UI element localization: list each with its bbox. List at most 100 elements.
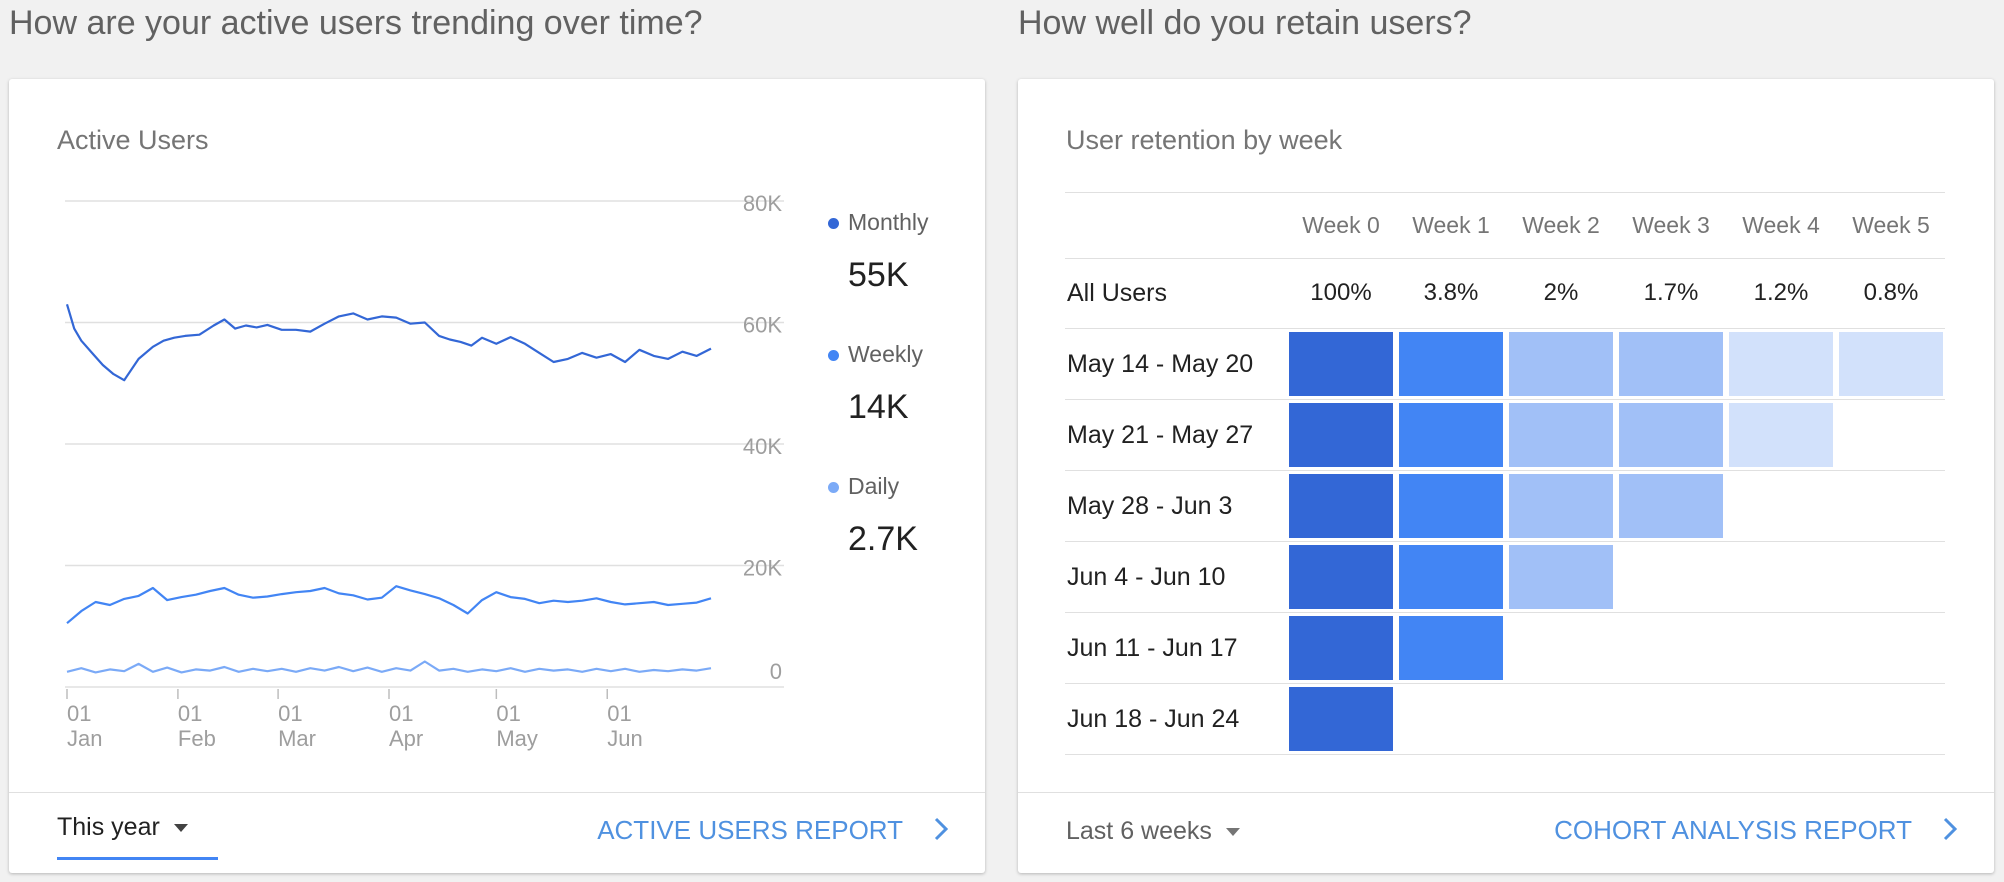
week-column-header: Week 0 bbox=[1302, 212, 1380, 238]
retention-cell-strong[interactable] bbox=[1289, 616, 1393, 680]
retention-cell-mid[interactable] bbox=[1509, 403, 1613, 467]
cohort-label: May 21 - May 27 bbox=[1067, 421, 1254, 449]
cohort-label: Jun 4 - Jun 10 bbox=[1067, 563, 1226, 591]
retention-percent: 3.8% bbox=[1423, 279, 1479, 306]
legend-dot-icon bbox=[828, 350, 839, 362]
active-users-card: Active Users 80K 60K 40K 20K 0 01 Jan 01 Feb 01 M… bbox=[9, 79, 985, 873]
retention-cell-mid[interactable] bbox=[1509, 545, 1613, 609]
retention-cell-high[interactable] bbox=[1399, 474, 1503, 538]
retention-range-dropdown[interactable]: Last 6 weeks bbox=[1066, 817, 1240, 861]
retention-cell-strong[interactable] bbox=[1289, 687, 1393, 751]
x-axis-tick-month: Feb bbox=[178, 726, 216, 751]
y-axis-tick-label: 0 bbox=[770, 659, 782, 684]
cohort-row: May 28 - Jun 3 bbox=[1065, 471, 1945, 542]
all-users-row: All Users 100% 3.8% 2% 1.7% 1.2% 0.8% bbox=[1065, 259, 1945, 329]
series-line-weekly bbox=[66, 585, 712, 625]
retention-cell-mid[interactable] bbox=[1619, 474, 1723, 538]
week-column-header: Week 2 bbox=[1522, 212, 1600, 238]
week-column-header: Week 4 bbox=[1742, 212, 1820, 238]
legend-value: 2.7K bbox=[848, 520, 918, 558]
week-column-header: Week 3 bbox=[1632, 212, 1710, 238]
date-range-label: This year bbox=[57, 813, 160, 841]
retention-cell-low[interactable] bbox=[1729, 403, 1833, 467]
retention-percent: 2% bbox=[1543, 279, 1579, 306]
all-users-label: All Users bbox=[1067, 279, 1168, 307]
series-line-daily bbox=[66, 660, 712, 674]
retention-cell-mid[interactable] bbox=[1509, 474, 1613, 538]
x-axis-tick-day: 01 bbox=[496, 701, 520, 726]
y-axis-tick-label: 40K bbox=[743, 434, 782, 459]
x-axis-tick-day: 01 bbox=[607, 701, 631, 726]
legend-dot-icon bbox=[828, 218, 839, 230]
retention-cell-high[interactable] bbox=[1399, 403, 1503, 467]
cohort-row: Jun 18 - Jun 24 bbox=[1065, 684, 1945, 755]
x-axis-tick-month: Mar bbox=[278, 726, 316, 751]
legend-item-monthly: Monthly 55K bbox=[828, 209, 948, 341]
cohort-label: May 28 - Jun 3 bbox=[1067, 492, 1233, 520]
retention-percent: 1.2% bbox=[1753, 279, 1809, 306]
retention-table: Week 0 Week 1 Week 2 Week 3 Week 4 Week 5 All … bbox=[1065, 192, 1945, 755]
retention-card: User retention by week Last 6 weeks COHO… bbox=[1018, 79, 1994, 873]
cohort-label: Jun 18 - Jun 24 bbox=[1067, 705, 1240, 733]
retention-percent: 1.7% bbox=[1643, 279, 1699, 306]
week-column-header: Week 5 bbox=[1852, 212, 1930, 238]
legend-dot-icon bbox=[828, 482, 839, 494]
retention-cell-strong[interactable] bbox=[1289, 545, 1393, 609]
retention-cell-strong[interactable] bbox=[1289, 332, 1393, 396]
retention-cell-mid[interactable] bbox=[1619, 403, 1723, 467]
retention-cell-mid[interactable] bbox=[1509, 332, 1613, 396]
retention-cell-high[interactable] bbox=[1399, 616, 1503, 680]
active-users-footer: This year ACTIVE USERS REPORT bbox=[9, 792, 985, 873]
chevron-right-icon bbox=[1942, 816, 1958, 849]
dropdown-caret-icon bbox=[173, 824, 188, 833]
chevron-right-icon bbox=[933, 816, 949, 849]
retention-cell-strong[interactable] bbox=[1289, 403, 1393, 467]
x-axis-tick-month: Jun bbox=[607, 726, 642, 751]
active-users-report-link[interactable]: ACTIVE USERS REPORT bbox=[597, 815, 949, 849]
retention-cell-mid[interactable] bbox=[1619, 332, 1723, 396]
legend-label: Weekly bbox=[848, 341, 923, 367]
legend-value: 55K bbox=[848, 256, 909, 294]
legend-label: Daily bbox=[848, 473, 900, 499]
legend-value: 14K bbox=[848, 388, 909, 426]
y-axis-tick-label: 20K bbox=[743, 556, 782, 581]
legend-item-daily: Daily 2.7K bbox=[828, 473, 948, 605]
legend-label: Monthly bbox=[848, 209, 929, 235]
legend-item-weekly: Weekly 14K bbox=[828, 341, 948, 473]
retention-cell-strong[interactable] bbox=[1289, 474, 1393, 538]
chart-legend: Monthly 55K Weekly 14K Daily 2.7K bbox=[828, 209, 948, 605]
retention-range-label: Last 6 weeks bbox=[1066, 817, 1212, 845]
retention-card-title: User retention by week bbox=[1066, 125, 1343, 155]
cohort-analysis-report-link[interactable]: COHORT ANALYSIS REPORT bbox=[1554, 815, 1958, 849]
cohort-row: Jun 4 - Jun 10 bbox=[1065, 542, 1945, 613]
series-line-monthly bbox=[65, 303, 712, 382]
x-axis-tick-month: Apr bbox=[389, 726, 423, 751]
retention-footer: Last 6 weeks COHORT ANALYSIS REPORT bbox=[1018, 792, 1994, 873]
active-users-card-title: Active Users bbox=[57, 125, 209, 155]
cohort-row: Jun 11 - Jun 17 bbox=[1065, 613, 1945, 684]
x-axis-tick-month: May bbox=[496, 726, 538, 751]
cohort-row: May 21 - May 27 bbox=[1065, 400, 1945, 471]
date-range-dropdown[interactable]: This year bbox=[57, 813, 218, 860]
y-axis-tick-label: 60K bbox=[743, 313, 782, 338]
x-axis-tick-month: Jan bbox=[67, 726, 102, 751]
cohort-row: May 14 - May 20 bbox=[1065, 329, 1945, 400]
active-users-section-title: How are your active users trending over … bbox=[9, 4, 703, 42]
cohort-label: Jun 11 - Jun 17 bbox=[1067, 634, 1238, 662]
x-axis-tick-day: 01 bbox=[278, 701, 302, 726]
y-axis-tick-label: 80K bbox=[743, 191, 782, 216]
retention-cell-low[interactable] bbox=[1729, 332, 1833, 396]
retention-section-title: How well do you retain users? bbox=[1018, 4, 1472, 42]
x-axis-tick-day: 01 bbox=[67, 701, 91, 726]
week-column-header: Week 1 bbox=[1412, 212, 1490, 238]
retention-cell-high[interactable] bbox=[1399, 332, 1503, 396]
dropdown-caret-icon bbox=[1225, 828, 1240, 837]
x-axis-tick-day: 01 bbox=[178, 701, 202, 726]
retention-header-row: Week 0 Week 1 Week 2 Week 3 Week 4 Week 5 bbox=[1065, 192, 1945, 259]
x-axis-tick-day: 01 bbox=[389, 701, 413, 726]
retention-cell-high[interactable] bbox=[1399, 545, 1503, 609]
cohort-analysis-report-label: COHORT ANALYSIS REPORT bbox=[1554, 815, 1912, 845]
retention-percent: 100% bbox=[1310, 279, 1372, 306]
retention-cell-low[interactable] bbox=[1839, 332, 1943, 396]
